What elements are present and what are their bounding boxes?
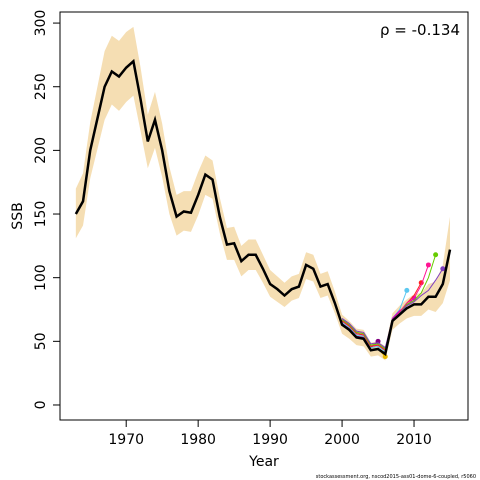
y-tick-label: 100 bbox=[33, 264, 49, 291]
peel-endpoint bbox=[425, 262, 431, 268]
confidence-band bbox=[75, 26, 451, 361]
footer: stockassessment.org, nscod2015-ass01-dom… bbox=[316, 474, 476, 480]
peel-endpoint bbox=[404, 287, 410, 293]
peel-endpoint bbox=[382, 354, 388, 360]
x-axis-label: Year bbox=[248, 454, 279, 470]
x-tick-label: 1970 bbox=[108, 432, 144, 448]
x-tick-label: 2010 bbox=[396, 432, 432, 448]
annotation: ρ = -0.134 bbox=[380, 21, 460, 39]
y-tick-label: 50 bbox=[33, 332, 49, 350]
y-tick-label: 200 bbox=[33, 137, 49, 164]
x-tick-label: 2000 bbox=[324, 432, 360, 448]
line bbox=[74, 58, 452, 357]
x-tick-label: 1980 bbox=[180, 432, 216, 448]
peel-endpoint bbox=[433, 252, 439, 258]
y-tick-label: 300 bbox=[33, 10, 49, 37]
y-tick-label: 250 bbox=[33, 73, 49, 100]
peel-endpoint bbox=[440, 266, 446, 272]
y-tick-label: 0 bbox=[33, 401, 49, 410]
y-axis-label: SSB bbox=[10, 202, 26, 229]
x-tick-label: 1990 bbox=[252, 432, 288, 448]
plot-frame bbox=[59, 11, 469, 421]
y-tick-label: 150 bbox=[33, 201, 49, 228]
